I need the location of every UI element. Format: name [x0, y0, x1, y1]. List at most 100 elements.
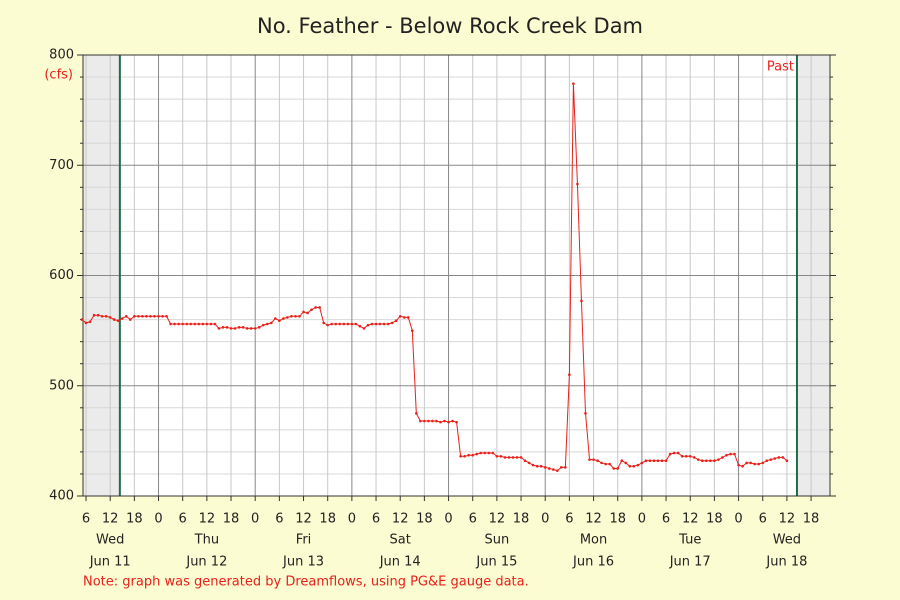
flow-point	[539, 464, 543, 468]
flow-point	[282, 317, 285, 320]
flow-point	[761, 461, 765, 465]
flow-point	[334, 322, 338, 326]
flow-point	[322, 321, 325, 325]
flow-point	[402, 316, 406, 319]
x-tick-label: 12	[682, 512, 699, 527]
x-tick-label: 18	[609, 512, 626, 527]
flow-point	[608, 462, 611, 466]
flow-point	[286, 316, 289, 319]
flow-point	[576, 182, 579, 186]
flow-point	[205, 322, 209, 326]
flow-point	[209, 322, 213, 326]
date-label: Jun 18	[765, 555, 807, 570]
flow-point	[664, 459, 668, 463]
flow-point	[560, 466, 563, 469]
flow-point	[636, 463, 640, 467]
flow-point	[149, 314, 152, 318]
flow-point	[261, 323, 265, 327]
flow-point	[298, 314, 301, 318]
flow-point	[616, 467, 620, 470]
date-label: Jun 16	[572, 555, 614, 570]
flow-point	[757, 462, 761, 466]
flow-point	[721, 456, 724, 459]
y-tick-label: 600	[49, 268, 74, 283]
x-tick-label: 6	[82, 512, 90, 527]
x-tick-label: 0	[348, 512, 356, 527]
flow-point	[688, 455, 692, 458]
date-label: Jun 12	[185, 555, 227, 570]
flow-point	[419, 419, 422, 423]
flow-point	[580, 299, 583, 303]
flow-point	[358, 324, 362, 328]
flow-point	[274, 317, 277, 320]
x-tick-label: 0	[541, 512, 549, 527]
flow-point	[330, 322, 334, 326]
flow-point	[527, 461, 531, 465]
flow-point	[632, 464, 636, 468]
flow-point	[741, 464, 744, 468]
flow-point	[588, 458, 591, 461]
flow-point	[656, 459, 660, 463]
y-tick-label: 700	[49, 158, 74, 173]
day-label: Mon	[580, 533, 607, 548]
flow-point	[161, 314, 164, 318]
flow-point	[104, 314, 108, 318]
flow-point	[173, 322, 176, 326]
x-tick-label: 6	[662, 512, 670, 527]
flow-point	[108, 316, 112, 319]
x-tick-label: 18	[706, 512, 723, 527]
flow-point	[737, 463, 740, 467]
flow-point	[84, 321, 88, 325]
x-tick-label: 6	[565, 512, 573, 527]
flow-point	[141, 314, 144, 318]
flow-point	[769, 458, 773, 461]
flow-point	[451, 419, 454, 423]
flow-point	[507, 456, 511, 459]
date-label: Jun 13	[282, 555, 324, 570]
flow-point	[499, 455, 503, 458]
flow-point	[644, 459, 648, 463]
flow-point	[145, 314, 148, 318]
x-tick-label: 12	[295, 512, 312, 527]
flow-point	[443, 419, 446, 423]
flow-point	[467, 453, 470, 457]
flow-point	[185, 322, 189, 326]
flow-point	[547, 467, 551, 470]
flow-point	[491, 451, 495, 455]
x-tick-label: 6	[372, 512, 380, 527]
flow-point	[290, 314, 293, 318]
flow-point	[112, 318, 116, 321]
x-tick-label: 12	[489, 512, 506, 527]
flow-point	[241, 326, 245, 329]
flow-point	[749, 461, 752, 465]
flow-point	[92, 313, 96, 317]
flow-point	[729, 452, 732, 456]
flow-point	[495, 455, 499, 458]
flow-point	[197, 322, 201, 326]
flow-point	[378, 322, 382, 326]
x-tick-label: 12	[102, 512, 119, 527]
flow-point	[713, 459, 716, 463]
flow-point	[455, 420, 458, 424]
flow-point	[753, 462, 756, 466]
flow-point	[660, 459, 664, 463]
x-tick-label: 18	[126, 512, 143, 527]
day-label: Fri	[296, 533, 312, 548]
day-label: Tue	[678, 533, 701, 548]
flow-point	[362, 327, 366, 330]
flow-point	[624, 461, 628, 465]
x-tick-label: 18	[416, 512, 433, 527]
flow-point	[684, 455, 688, 458]
flow-point	[302, 310, 305, 314]
date-label: Jun 17	[669, 555, 711, 570]
flow-point	[564, 466, 567, 469]
flow-point	[692, 456, 696, 459]
flow-point	[519, 456, 523, 459]
flow-point	[709, 459, 712, 463]
flow-point	[628, 464, 632, 468]
day-label: Sat	[390, 533, 411, 548]
flow-point	[314, 306, 317, 309]
flow-point	[717, 458, 720, 461]
flow-point	[459, 455, 462, 458]
